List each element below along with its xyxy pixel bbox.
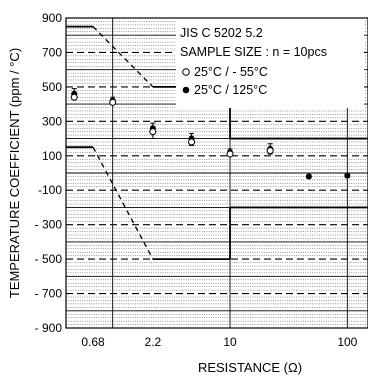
- x-tick-label: 0.68: [81, 335, 105, 349]
- y-tick-label: - 300: [35, 218, 63, 232]
- legend-open-circle-marker: [182, 68, 190, 76]
- y-tick-labels: 900 700 500 300 100 -100 - 300 - 500 - 700 - 900: [35, 11, 63, 335]
- x-axis-title: RESISTANCE (Ω): [198, 360, 302, 375]
- open-data-point: [109, 98, 117, 106]
- plot-frame: [65, 17, 368, 329]
- y-tick-label: 700: [42, 45, 62, 59]
- y-tick-label: - 900: [35, 321, 63, 335]
- open-data-point: [266, 147, 274, 155]
- y-tick-label: -100: [38, 183, 62, 197]
- filled-data-point: [305, 173, 312, 180]
- legend-entry-2: 25°C / 125°C: [194, 83, 267, 97]
- x-tick-label: 10: [223, 335, 237, 349]
- legend-header-line-1: JIS C 5202 5.2: [180, 26, 263, 40]
- legend-filled-circle-marker: [182, 86, 190, 94]
- legend-box: [176, 18, 364, 108]
- open-data-point: [149, 128, 157, 136]
- open-data-point: [226, 150, 234, 158]
- y-tick-label: 300: [42, 114, 62, 128]
- lower-limit-line: [92, 146, 154, 260]
- y-tick-label: - 500: [35, 252, 63, 266]
- y-tick-label: 100: [42, 149, 62, 163]
- legend-entry-1: 25°C / - 55°C: [194, 65, 268, 79]
- open-data-point: [188, 138, 196, 146]
- legend-header-line-2: SAMPLE SIZE : n = 10pcs: [180, 45, 327, 59]
- y-tick-label: 900: [42, 11, 62, 25]
- x-tick-label: 100: [337, 335, 357, 349]
- legend: JIS C 5202 5.2 SAMPLE SIZE : n = 10pcs 2…: [176, 18, 364, 108]
- data-markers: [70, 88, 351, 180]
- y-tick-label: - 700: [35, 287, 63, 301]
- open-data-point: [70, 93, 78, 101]
- filled-data-point: [344, 172, 351, 179]
- x-tick-label: 2.2: [145, 335, 162, 349]
- y-tick-label: 500: [42, 80, 62, 94]
- x-tick-labels: 0.682.2101001k10k100k: [81, 335, 357, 349]
- y-axis-title: TEMPERATURE COEFFICIENT (ppm / °C): [7, 48, 22, 298]
